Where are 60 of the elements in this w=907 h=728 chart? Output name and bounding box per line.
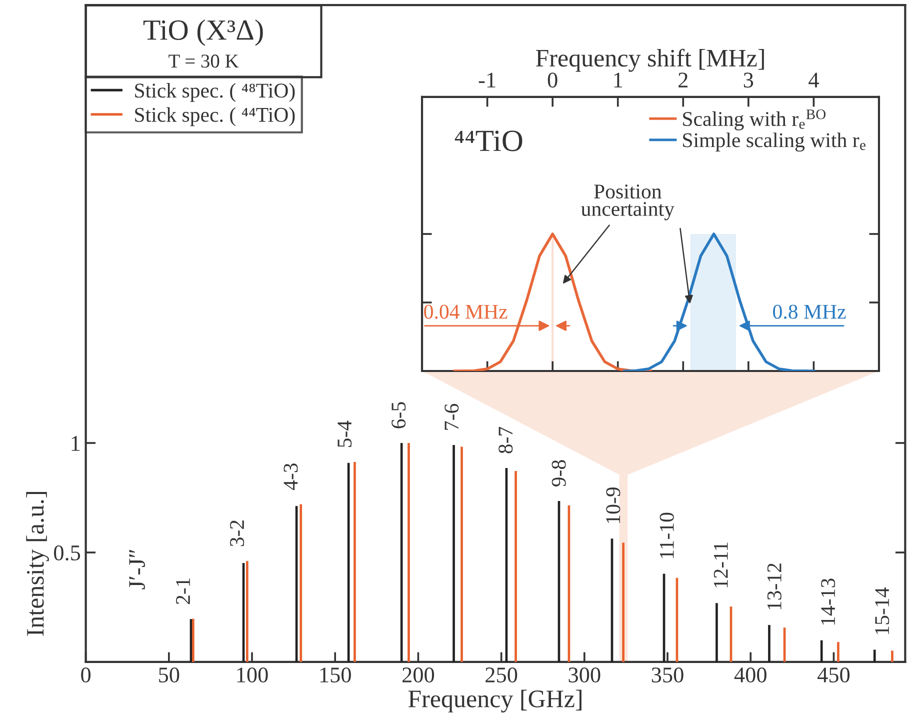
- x-tick-label: 100: [237, 667, 268, 682]
- bar: [891, 650, 894, 662]
- annotation: 0.04 MHz: [424, 304, 508, 319]
- x-tick-label: 350: [652, 667, 684, 682]
- x-tick-label: 4: [808, 72, 819, 88]
- annotation: 4-3: [284, 463, 298, 490]
- annotation: 10-9: [606, 487, 620, 523]
- bar: [400, 442, 403, 662]
- text: T = 30 K: [168, 54, 239, 68]
- x-tick-label: 1: [614, 72, 622, 88]
- chart-title: TiO (X³Δ): [143, 19, 263, 46]
- legend-label: Scaling with r$_{e}$$^{BO}$: [683, 109, 826, 130]
- annotation: 15-14: [875, 588, 890, 634]
- legend-label: Simple scaling with r$_{e}$: [683, 132, 866, 152]
- x-axis-title: Frequency shift [MHz]: [536, 48, 764, 72]
- legend-label: Stick spec. ( ⁴⁴TiO): [135, 107, 295, 126]
- x-tick-label: 3: [744, 72, 754, 88]
- annotation: 9-8: [552, 460, 566, 486]
- x-tick-label: 0: [548, 72, 558, 88]
- x-tick-label: 2: [678, 72, 688, 88]
- bar: [246, 561, 248, 662]
- x-tick-label: 300: [568, 667, 600, 682]
- annotation: 8-7: [498, 426, 513, 454]
- bar: [452, 444, 455, 662]
- bar: [873, 650, 876, 662]
- annotation: 13-12: [767, 564, 782, 610]
- bar: [192, 618, 194, 662]
- bar: [408, 442, 410, 662]
- x-axis-title: Frequency [GHz]: [408, 690, 582, 713]
- annotation: 7-6: [444, 404, 459, 430]
- y-axis-title: Intensity [a.u.]: [26, 492, 49, 636]
- annotation: 6-5: [392, 402, 406, 428]
- legend-label: Stick spec. ( ⁴⁸TiO): [135, 83, 295, 102]
- x-tick-label: -1: [478, 72, 496, 88]
- annotation: J′-J″: [129, 550, 145, 590]
- x-tick-label: 450: [817, 667, 850, 682]
- annotation: Position uncertainty: [581, 184, 674, 220]
- bar: [514, 471, 517, 662]
- annotation: ⁴⁴TiO: [454, 130, 522, 152]
- annotation: 0.8 MHz: [773, 304, 846, 319]
- bar: [716, 603, 718, 662]
- y-tick-label: 0.5: [54, 545, 80, 561]
- bar: [622, 542, 624, 662]
- annotation: 14-13: [821, 578, 836, 625]
- x-tick-label: 150: [320, 667, 351, 682]
- x-tick-label: 200: [402, 667, 434, 682]
- bar: [354, 462, 356, 662]
- bar: [768, 624, 770, 662]
- annotation: 3-2: [230, 520, 244, 546]
- annotation: 2-1: [176, 578, 190, 604]
- x-tick-label: 250: [486, 667, 518, 682]
- bar: [300, 504, 302, 662]
- x-tick-label: 0: [81, 667, 91, 682]
- x-tick-label: 400: [734, 667, 766, 682]
- annotation: 11-10: [660, 512, 674, 558]
- x-tick-label: 50: [159, 667, 180, 682]
- bar: [837, 642, 840, 662]
- annotation: 12-11: [714, 542, 728, 588]
- annotation: 5-4: [338, 420, 352, 447]
- bar: [460, 446, 463, 662]
